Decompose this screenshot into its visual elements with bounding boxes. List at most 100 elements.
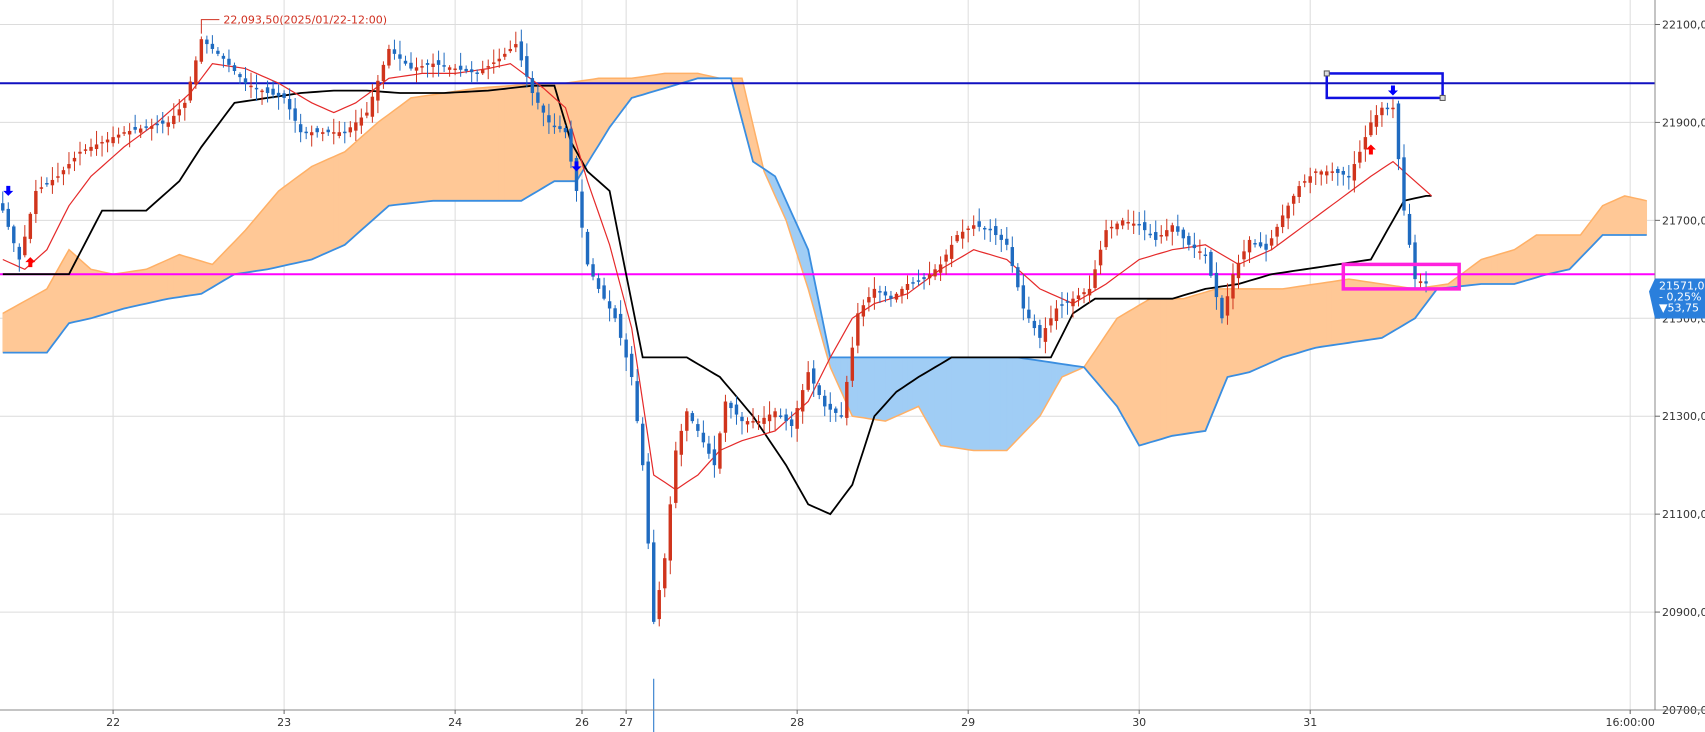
cloud-segment-bullish — [1238, 288, 1245, 375]
cloud-segment-bullish — [1563, 234, 1570, 271]
cloud-segment-bullish — [1558, 234, 1565, 273]
cloud-segment-bearish — [940, 357, 947, 447]
cloud-segment-bullish — [1387, 284, 1394, 336]
candle-bearish — [1032, 320, 1037, 329]
buy-signal-arrow-icon — [25, 257, 36, 268]
candle-bullish — [1247, 239, 1252, 253]
cloud-segment-bullish — [410, 96, 417, 204]
high-marker-line — [200, 19, 220, 34]
candle-bullish — [1325, 171, 1329, 176]
candle-bearish — [1021, 285, 1026, 309]
candle-bullish — [376, 80, 380, 101]
cloud-segment-bullish — [245, 222, 252, 273]
candle-bearish — [161, 120, 165, 124]
candle-bullish — [872, 288, 877, 298]
candle-bearish — [409, 62, 413, 69]
cloud-segment-bullish — [145, 266, 153, 304]
candle-bearish — [1385, 107, 1390, 110]
candle-bullish — [867, 297, 871, 303]
cloud-segment-bullish — [7, 306, 15, 353]
cloud-segment-bullish — [1381, 283, 1388, 339]
candle-bullish — [756, 421, 761, 424]
cloud-segment-bullish — [476, 87, 484, 202]
candle-bearish — [282, 93, 286, 98]
candle-bullish — [938, 264, 943, 273]
candle-bullish — [508, 48, 513, 52]
candle-bearish — [1016, 267, 1020, 288]
cloud-segment-bullish — [1210, 288, 1217, 418]
cloud-segment-bearish — [962, 357, 969, 451]
candle-bullish — [1297, 186, 1301, 197]
cloud-segment-bullish — [493, 86, 500, 202]
candle-bearish — [1154, 232, 1158, 240]
cloud-segment-bullish — [1127, 307, 1134, 437]
cloud-segment-bullish — [1618, 195, 1625, 236]
cloud-segment-bullish — [1547, 234, 1554, 275]
candle-bearish — [1396, 103, 1401, 160]
candle-bearish — [238, 74, 242, 78]
candle-bullish — [933, 269, 937, 277]
candle-bullish — [1363, 137, 1368, 150]
candle-bullish — [1231, 274, 1235, 299]
candle-bearish — [133, 126, 137, 130]
sell-signal-arrow-icon — [1387, 85, 1398, 96]
cloud-segment-bullish — [1376, 282, 1383, 340]
candle-bearish — [1264, 243, 1268, 250]
time-axis-label: 30 — [1132, 716, 1146, 729]
candle-bullish — [718, 433, 722, 469]
candle-bearish — [817, 385, 821, 395]
candle-bullish — [199, 39, 204, 62]
candle-bearish — [999, 234, 1003, 240]
cloud-segment-bullish — [1265, 288, 1272, 366]
candle-bullish — [1170, 225, 1175, 232]
candle-bullish — [127, 130, 132, 135]
candle-bullish — [321, 132, 325, 134]
candle-bearish — [696, 424, 700, 431]
candle-bullish — [122, 132, 126, 134]
candle-bullish — [105, 139, 110, 143]
candle-bearish — [690, 413, 695, 422]
candle-bearish — [828, 403, 832, 410]
cloud-segment-bullish — [471, 87, 478, 202]
candle-bearish — [403, 60, 408, 64]
cloud-segment-bullish — [1536, 234, 1543, 278]
candle-bearish — [635, 381, 639, 422]
candle-bearish — [729, 402, 733, 409]
cloud-segment-bearish — [912, 357, 919, 410]
cloud-segment-bullish — [1298, 285, 1305, 353]
candle-bullish — [767, 414, 772, 422]
price-axis-label: 22100,00 — [1662, 18, 1705, 31]
candle-bullish — [370, 96, 375, 117]
candle-bearish — [624, 339, 628, 358]
cloud-segment-bullish — [90, 268, 97, 319]
cloud-segment-bullish — [1315, 282, 1322, 349]
candle-bullish — [1269, 238, 1274, 246]
current-price-tag — [1649, 278, 1705, 319]
candle-bullish — [23, 236, 27, 256]
candle-bullish — [745, 421, 750, 425]
cloud-segment-bullish — [46, 277, 53, 354]
cloud-segment-bullish — [300, 169, 307, 263]
candle-bearish — [811, 368, 816, 384]
candle-bearish — [227, 58, 231, 65]
time-axis-label: 28 — [790, 716, 804, 729]
candle-bearish — [734, 404, 739, 415]
candle-bearish — [276, 92, 281, 97]
candle-bearish — [271, 88, 275, 95]
candle-bearish — [591, 264, 595, 277]
candle-bullish — [1198, 251, 1202, 253]
candle-bullish — [800, 390, 805, 412]
candle-bullish — [89, 146, 93, 151]
candle-bullish — [966, 228, 970, 231]
cloud-segment-bullish — [1392, 285, 1399, 332]
candle-bearish — [883, 291, 888, 296]
cloud-segment-bullish — [107, 272, 114, 314]
candle-bullish — [1314, 171, 1318, 173]
candle-bearish — [17, 246, 22, 260]
cloud-segment-bullish — [1491, 254, 1499, 285]
cloud-segment-bullish — [1541, 234, 1548, 277]
candle-bearish — [916, 280, 921, 282]
cloud-segment-bullish — [1326, 281, 1333, 347]
candle-bullish — [806, 372, 810, 390]
candle-bullish — [94, 144, 99, 150]
